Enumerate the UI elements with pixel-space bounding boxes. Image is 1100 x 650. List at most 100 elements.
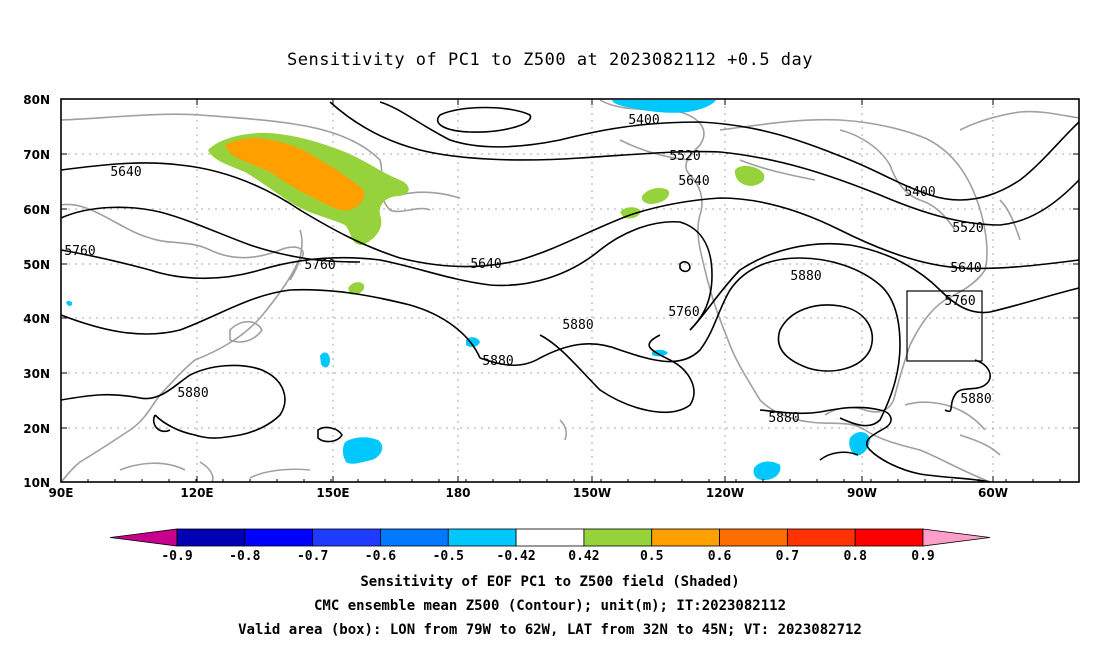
contour-label: 5640 bbox=[678, 174, 709, 189]
lat-label: 30N bbox=[23, 367, 50, 381]
shade-cyan-2 bbox=[466, 337, 480, 347]
contour-5520 bbox=[329, 101, 1080, 226]
lat-label: 80N bbox=[23, 93, 50, 107]
contour-5880-west bbox=[60, 364, 286, 439]
colorbar bbox=[109, 528, 991, 547]
tick-marks bbox=[60, 98, 1079, 483]
contour-5880-se2 bbox=[819, 451, 859, 461]
contour-5400 bbox=[379, 101, 1080, 201]
colorbar-label: 0.9 bbox=[911, 549, 934, 564]
lon-label: 180 bbox=[445, 486, 470, 500]
lat-label: 60N bbox=[23, 203, 50, 217]
shade-green-small-1 bbox=[348, 282, 365, 295]
lat-label: 10N bbox=[23, 476, 50, 490]
shade-cyan-arctic bbox=[612, 100, 716, 113]
contour-labels: 5400 5400 5520 5520 5640 5640 5640 5640 … bbox=[64, 113, 991, 426]
contour-5760-east bbox=[689, 242, 1080, 331]
contour-label: 5760 bbox=[668, 305, 699, 320]
contour-small-east bbox=[317, 426, 343, 443]
contour-label: 5760 bbox=[304, 258, 335, 273]
contour-label: 5760 bbox=[944, 294, 975, 309]
shade-cyan-1 bbox=[320, 352, 330, 368]
shade-green-gulf-2 bbox=[620, 207, 641, 219]
colorbar-label: 0.8 bbox=[843, 549, 867, 564]
colorbar-label: -0.9 bbox=[161, 549, 192, 564]
contour-label: 5640 bbox=[470, 257, 501, 272]
colorbar-segment bbox=[515, 528, 585, 547]
colorbar-end-high bbox=[922, 528, 991, 547]
lon-label: 60W bbox=[978, 486, 1008, 500]
coastlines bbox=[60, 99, 1080, 483]
contour-5880-pac bbox=[539, 334, 695, 413]
lon-label: 120W bbox=[706, 486, 744, 500]
colorbar-segment bbox=[176, 528, 246, 547]
colorbar-segment bbox=[583, 528, 653, 547]
colorbar-segment bbox=[447, 528, 517, 547]
caption-line-3: Valid area (box): LON from 79W to 62W, L… bbox=[238, 622, 862, 638]
lat-label: 20N bbox=[23, 422, 50, 436]
contour-label: 5880 bbox=[960, 392, 991, 407]
contour-5880-low bbox=[777, 304, 874, 372]
lat-label: 70N bbox=[23, 148, 50, 162]
colorbar-segment bbox=[651, 528, 720, 547]
contour-5760 bbox=[60, 220, 713, 331]
colorbar-segment bbox=[719, 528, 788, 547]
contour-label: 5520 bbox=[952, 221, 983, 236]
contour-5400-low bbox=[436, 106, 532, 133]
contour-5760-west bbox=[60, 288, 481, 359]
lat-label: 40N bbox=[23, 312, 50, 326]
lat-label: 50N bbox=[23, 258, 50, 272]
shade-cyan-7 bbox=[66, 301, 73, 306]
contour-label: 5880 bbox=[768, 411, 799, 426]
colorbar-label: 0.7 bbox=[776, 549, 799, 564]
valid-area-box bbox=[906, 290, 983, 362]
contour-label: 5880 bbox=[562, 318, 593, 333]
contour-label: 5400 bbox=[904, 185, 935, 200]
contour-label: 5880 bbox=[790, 269, 821, 284]
colorbar-segment bbox=[312, 528, 381, 547]
shade-cyan-3 bbox=[342, 437, 383, 464]
colorbar-label: 0.5 bbox=[640, 549, 663, 564]
caption-line-1: Sensitivity of EOF PC1 to Z500 field (Sh… bbox=[360, 574, 740, 590]
colorbar-segment bbox=[786, 528, 856, 547]
lon-label: 150W bbox=[573, 486, 611, 500]
lon-label: 150E bbox=[316, 486, 349, 500]
contour-label: 5520 bbox=[669, 149, 700, 164]
colorbar-label: 0.6 bbox=[708, 549, 732, 564]
shade-cyan-5 bbox=[753, 461, 781, 480]
contour-label: 5640 bbox=[110, 165, 141, 180]
lon-label: 90E bbox=[49, 486, 74, 500]
contour-label: 5880 bbox=[482, 354, 513, 369]
colorbar-labels: -0.9 -0.8 -0.7 -0.6 -0.5 -0.42 0.42 0.5 0.6 0.7 0.… bbox=[161, 549, 934, 564]
lon-label: 90W bbox=[847, 486, 877, 500]
longitude-labels: 90E 120E 150E 180 150W 120W 90W 60W bbox=[49, 486, 1008, 500]
plot-title: Sensitivity of PC1 to Z500 at 2023082112… bbox=[286, 50, 813, 70]
colorbar-label: -0.5 bbox=[433, 549, 464, 564]
colorbar-label: -0.6 bbox=[365, 549, 396, 564]
shade-orange-east-asia bbox=[225, 138, 365, 211]
contour-5880-main bbox=[479, 257, 901, 427]
colorbar-label: 0.42 bbox=[568, 549, 599, 564]
contour-5880-w2 bbox=[152, 414, 171, 433]
colorbar-label: -0.8 bbox=[229, 549, 260, 564]
colorbar-label: -0.7 bbox=[297, 549, 328, 564]
colorbar-segment bbox=[854, 528, 924, 547]
contour-label: 5400 bbox=[628, 113, 659, 128]
contour-label: 5880 bbox=[177, 386, 208, 401]
caption-line-2: CMC ensemble mean Z500 (Contour); unit(m… bbox=[313, 598, 786, 614]
shade-cyan-6 bbox=[849, 432, 870, 456]
shade-green-canada bbox=[734, 165, 765, 186]
shade-green-gulf-1 bbox=[641, 188, 670, 204]
colorbar-segment bbox=[244, 528, 314, 547]
contour-5880-ne bbox=[944, 359, 991, 413]
contour-5640 bbox=[60, 162, 1080, 270]
contour-label: 5760 bbox=[64, 244, 95, 259]
contour-small-loop bbox=[679, 261, 691, 273]
shade-cyan-4 bbox=[652, 349, 668, 357]
map-frame bbox=[60, 98, 1080, 483]
lon-label: 120E bbox=[180, 486, 213, 500]
sensitivity-shading bbox=[66, 100, 870, 480]
z500-contours bbox=[60, 101, 1080, 483]
contour-5640-west bbox=[60, 206, 361, 263]
